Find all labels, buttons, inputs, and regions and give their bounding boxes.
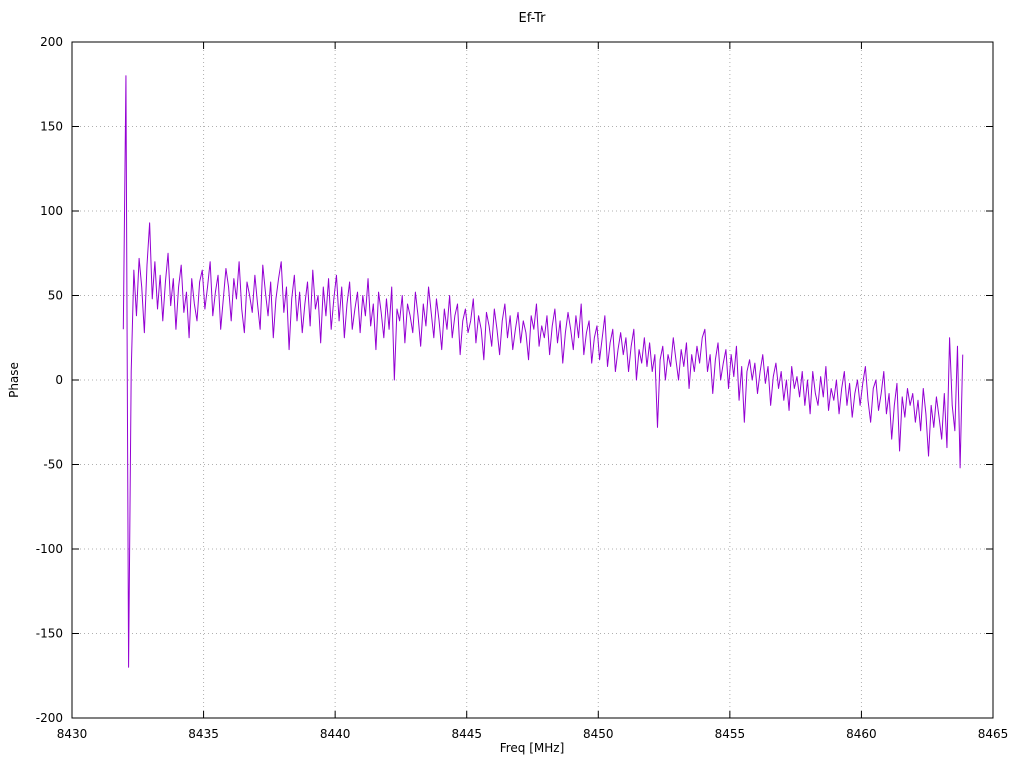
- y-tick-label: -150: [36, 627, 63, 641]
- x-tick-label: 8430: [57, 727, 88, 741]
- y-tick-label: -50: [43, 458, 63, 472]
- y-tick-label: 50: [48, 289, 63, 303]
- x-axis-label: Freq [MHz]: [500, 741, 565, 755]
- x-tick-label: 8460: [846, 727, 877, 741]
- chart-title: Ef-Tr: [519, 11, 547, 26]
- y-tick-label: 200: [40, 35, 63, 49]
- x-tick-label: 8455: [715, 727, 746, 741]
- x-tick-label: 8435: [188, 727, 219, 741]
- y-tick-label: 0: [55, 373, 63, 387]
- y-tick-label: 100: [40, 204, 63, 218]
- y-tick-label: 150: [40, 120, 63, 134]
- y-tick-label: -100: [36, 542, 63, 556]
- y-tick-label: -200: [36, 711, 63, 725]
- plot-border: [71, 41, 994, 719]
- y-axis-label: Phase: [7, 362, 21, 398]
- x-tick-label: 8465: [978, 727, 1009, 741]
- series-line: [122, 75, 964, 668]
- x-tick-label: 8450: [583, 727, 614, 741]
- x-tick-label: 8445: [451, 727, 482, 741]
- x-tick-label: 8440: [320, 727, 351, 741]
